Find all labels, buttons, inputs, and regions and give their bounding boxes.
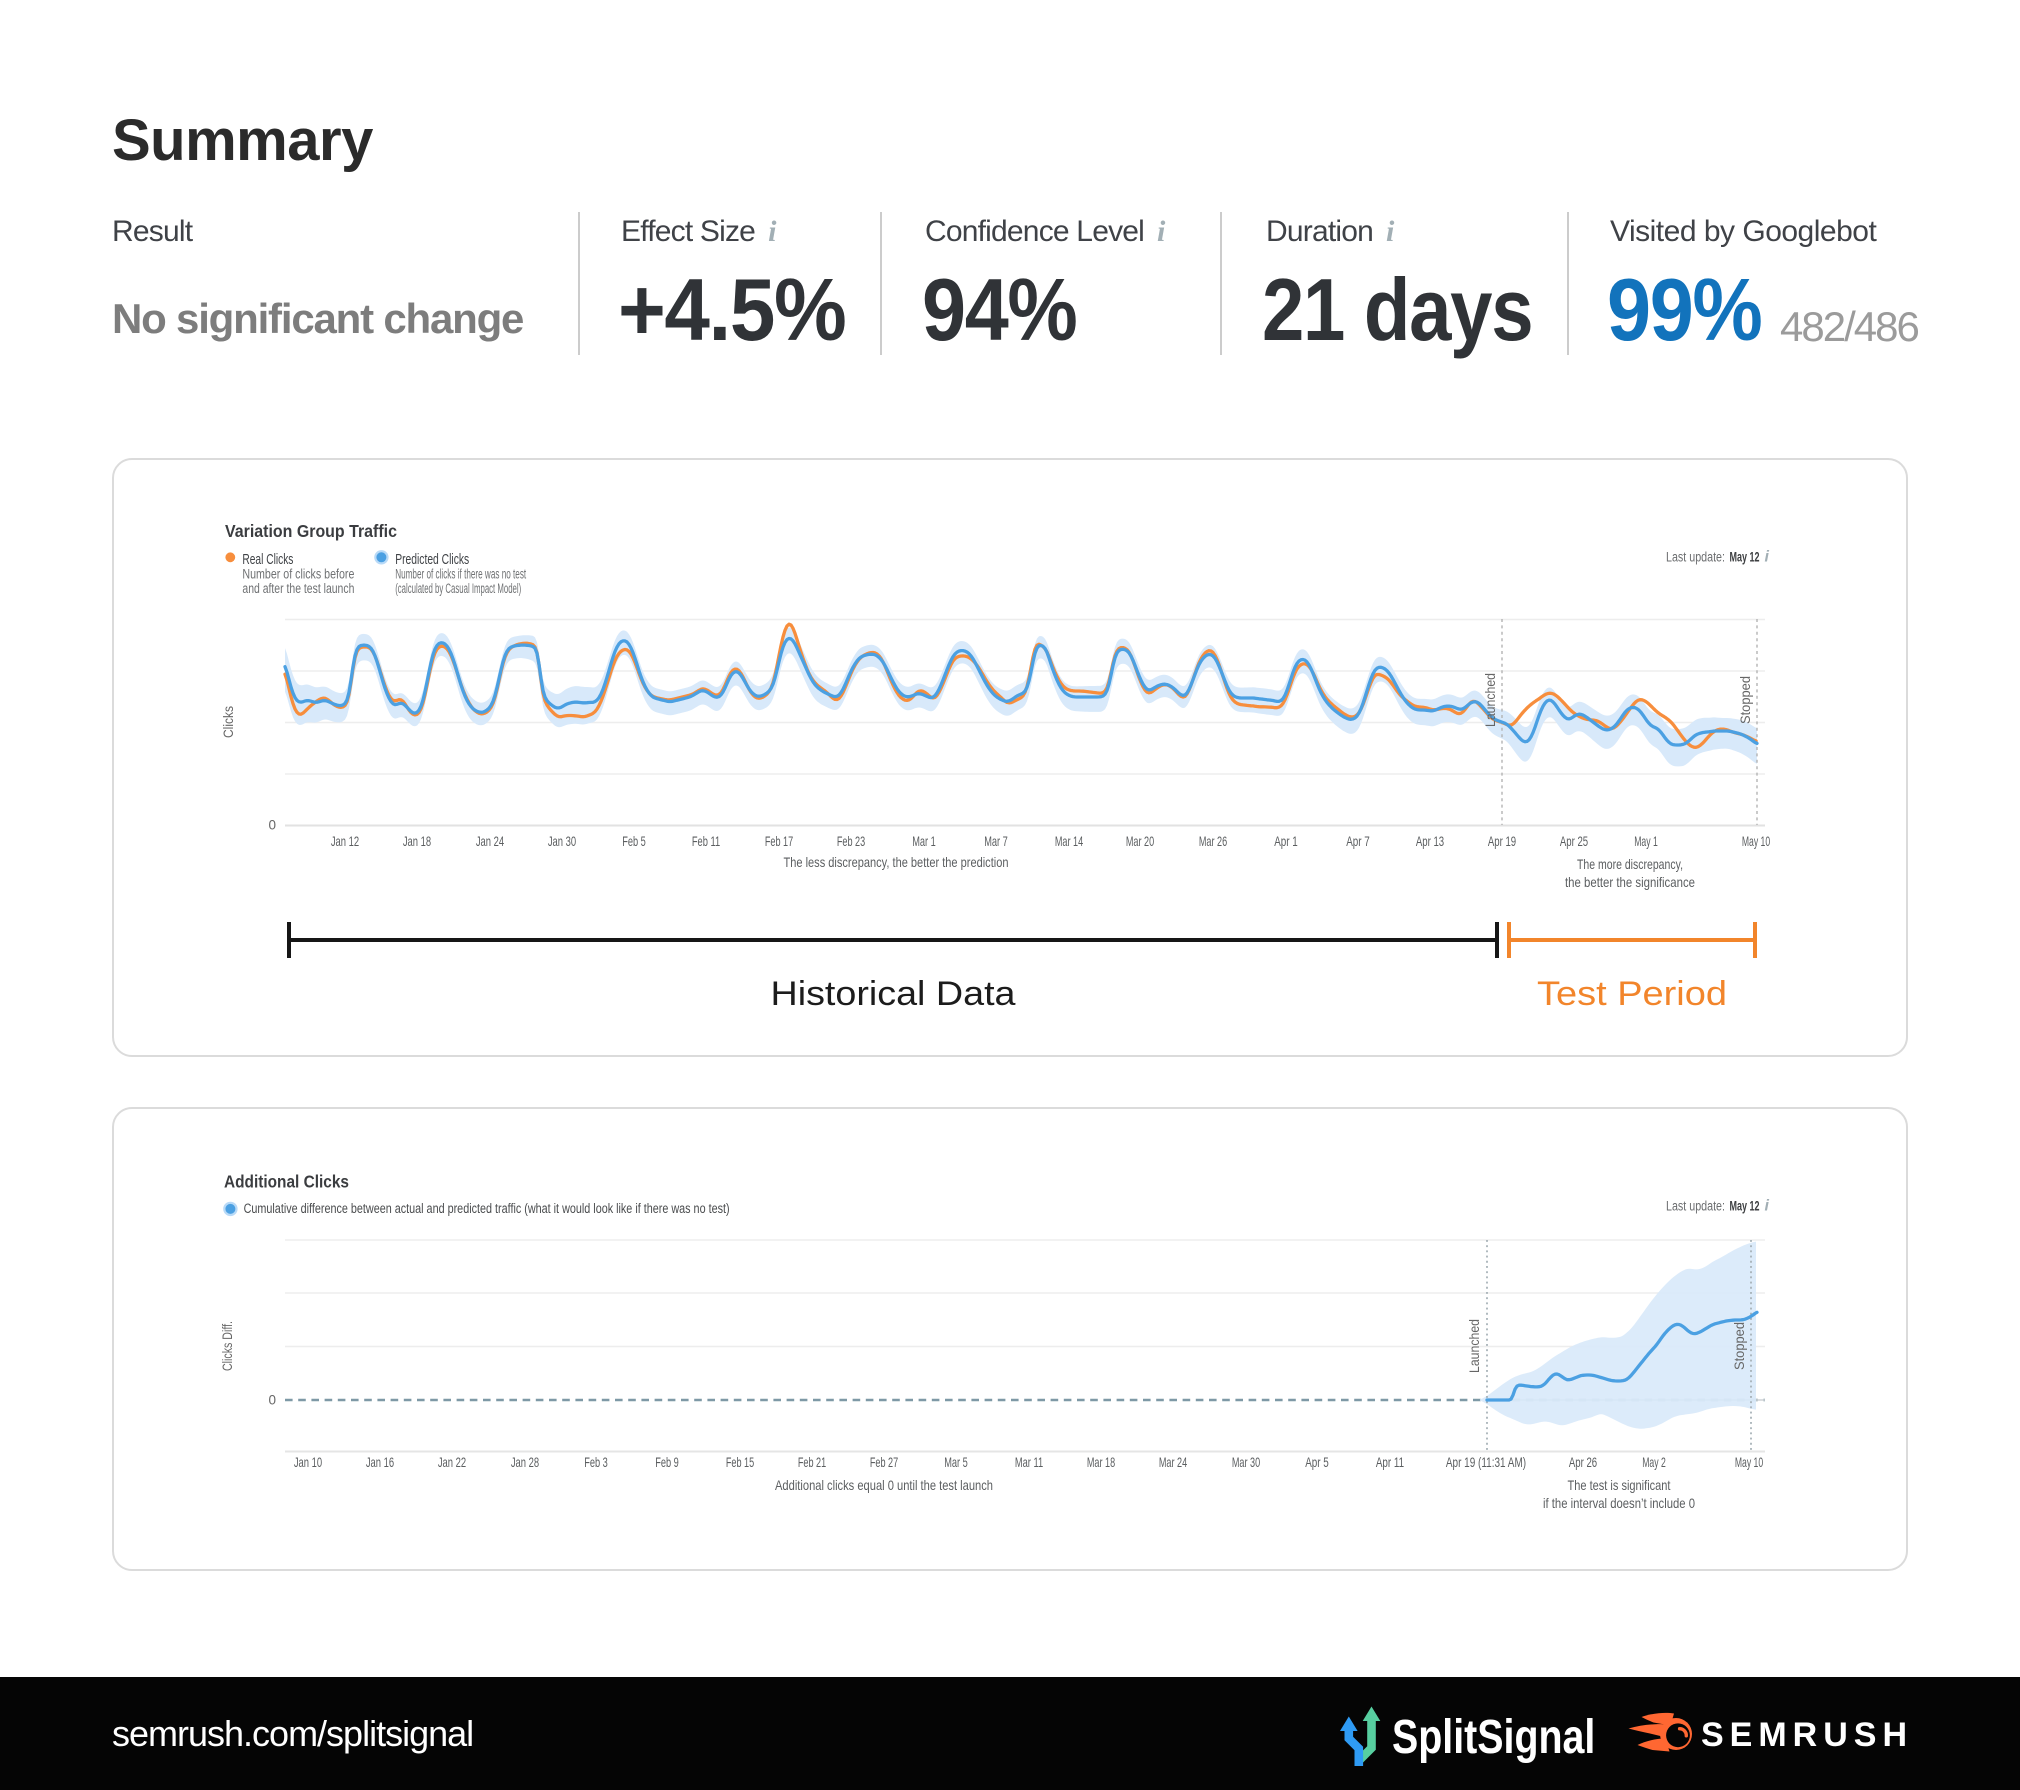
svg-text:May 1: May 1: [1634, 834, 1658, 849]
svg-text:Jan 12: Jan 12: [331, 834, 359, 849]
svg-text:and after the test launch: and after the test launch: [242, 581, 354, 596]
svg-text:Jan 18: Jan 18: [403, 834, 432, 849]
svg-text:Jan 24: Jan 24: [476, 834, 505, 849]
svg-text:Number of clicks before: Number of clicks before: [242, 567, 354, 582]
svg-text:(calculated by Casual Impact M: (calculated by Casual Impact Model): [395, 581, 521, 596]
svg-text:Variation Group Traffic: Variation Group Traffic: [225, 521, 397, 541]
svg-text:Apr 26: Apr 26: [1569, 1455, 1598, 1470]
svg-text:Mar 14: Mar 14: [1055, 834, 1084, 849]
svg-text:May 12: May 12: [1730, 550, 1760, 565]
svg-text:Apr 19 (11:31 AM): Apr 19 (11:31 AM): [1446, 1455, 1526, 1470]
svg-text:i: i: [1765, 549, 1770, 566]
svg-text:Feb 5: Feb 5: [622, 834, 646, 849]
svg-text:May 2: May 2: [1642, 1455, 1666, 1470]
svg-text:May 10: May 10: [1742, 834, 1771, 849]
svg-text:Apr 5: Apr 5: [1305, 1455, 1329, 1470]
svg-text:the better the significance: the better the significance: [1565, 875, 1695, 890]
svg-text:Launched: Launched: [1482, 673, 1498, 727]
svg-text:Feb 11: Feb 11: [692, 834, 720, 849]
svg-text:Jan 28: Jan 28: [511, 1455, 540, 1470]
svg-text:Jan 16: Jan 16: [366, 1455, 395, 1470]
svg-text:Stopped: Stopped: [1737, 676, 1753, 724]
svg-text:Feb 27: Feb 27: [870, 1455, 898, 1470]
svg-text:Real Clicks: Real Clicks: [242, 551, 293, 568]
svg-text:The test is significant: The test is significant: [1568, 1478, 1671, 1493]
svg-text:Cumulative difference between: Cumulative difference between actual and…: [244, 1201, 730, 1216]
svg-text:Clicks Diff.: Clicks Diff.: [220, 1321, 235, 1371]
svg-text:Predicted Clicks: Predicted Clicks: [395, 551, 469, 568]
svg-text:Feb 17: Feb 17: [765, 834, 793, 849]
svg-text:Feb 23: Feb 23: [837, 834, 866, 849]
svg-text:Mar 11: Mar 11: [1015, 1455, 1043, 1470]
svg-text:Last update:: Last update:: [1666, 550, 1725, 565]
svg-text:Apr 11: Apr 11: [1376, 1455, 1404, 1470]
svg-text:Feb 15: Feb 15: [726, 1455, 755, 1470]
svg-text:Jan 30: Jan 30: [548, 834, 577, 849]
svg-text:Feb 9: Feb 9: [655, 1455, 679, 1470]
svg-text:Mar 20: Mar 20: [1126, 834, 1155, 849]
svg-text:Additional Clicks: Additional Clicks: [224, 1172, 349, 1192]
svg-text:Clicks: Clicks: [221, 706, 236, 738]
svg-text:Launched: Launched: [1466, 1319, 1482, 1373]
svg-text:if the interval doesn’t includ: if the interval doesn’t include 0: [1543, 1496, 1695, 1511]
svg-text:i: i: [1765, 1198, 1770, 1215]
svg-text:The less discrepancy, the bett: The less discrepancy, the better the pre…: [784, 855, 1009, 870]
svg-text:The more discrepancy,: The more discrepancy,: [1577, 857, 1683, 872]
svg-text:Mar 26: Mar 26: [1199, 834, 1228, 849]
svg-text:Stopped: Stopped: [1731, 1322, 1747, 1370]
svg-text:Mar 30: Mar 30: [1232, 1455, 1261, 1470]
svg-text:Feb 3: Feb 3: [584, 1455, 608, 1470]
svg-text:Jan 22: Jan 22: [438, 1455, 466, 1470]
svg-text:Mar 18: Mar 18: [1087, 1455, 1116, 1470]
svg-text:Apr 13: Apr 13: [1416, 834, 1445, 849]
svg-text:Apr 7: Apr 7: [1346, 834, 1370, 849]
svg-text:Historical Data: Historical Data: [771, 975, 1016, 1013]
svg-text:May 12: May 12: [1730, 1199, 1760, 1214]
svg-text:Feb 21: Feb 21: [798, 1455, 826, 1470]
svg-text:Mar 1: Mar 1: [912, 834, 936, 849]
svg-text:Mar 5: Mar 5: [944, 1455, 968, 1470]
svg-text:0: 0: [268, 818, 276, 833]
svg-text:Number of clicks if there was: Number of clicks if there was no test: [395, 567, 526, 582]
svg-text:Apr 25: Apr 25: [1560, 834, 1589, 849]
svg-text:Test Period: Test Period: [1537, 975, 1727, 1013]
svg-text:Apr 19: Apr 19: [1488, 834, 1517, 849]
svg-text:Apr 1: Apr 1: [1274, 834, 1298, 849]
svg-text:Mar 24: Mar 24: [1159, 1455, 1188, 1470]
svg-text:Last update:: Last update:: [1666, 1199, 1725, 1214]
svg-text:0: 0: [268, 1393, 276, 1408]
svg-text:Jan 10: Jan 10: [294, 1455, 323, 1470]
svg-text:May 10: May 10: [1735, 1455, 1764, 1470]
svg-text:Additional clicks equal 0 unti: Additional clicks equal 0 until the test…: [775, 1478, 993, 1493]
svg-text:Mar 7: Mar 7: [984, 834, 1008, 849]
